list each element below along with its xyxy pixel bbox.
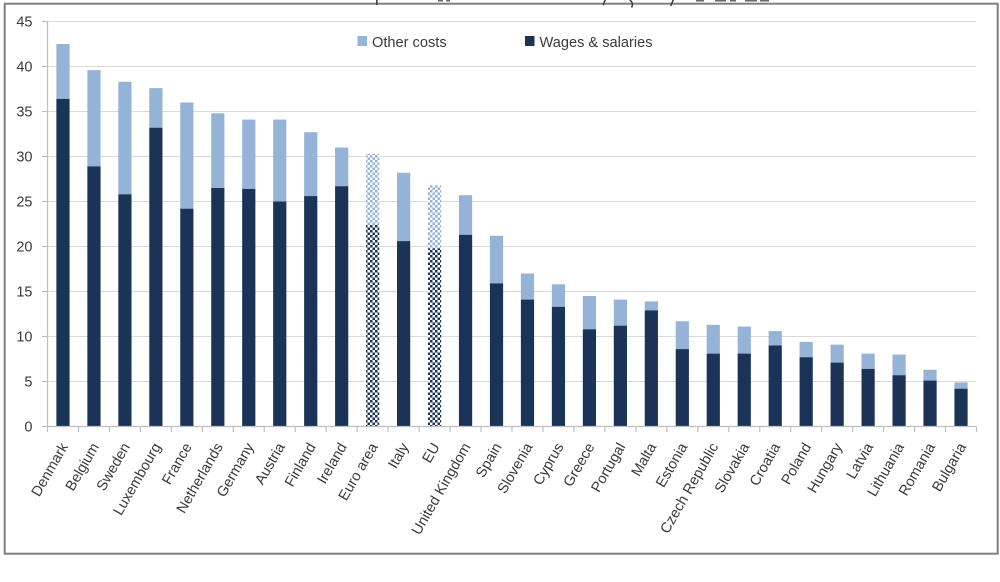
svg-text:30: 30	[16, 150, 32, 166]
svg-text:0: 0	[24, 420, 32, 436]
svg-text:40: 40	[16, 60, 32, 76]
svg-text:10: 10	[16, 330, 32, 346]
svg-text:35: 35	[16, 105, 32, 121]
svg-text:25: 25	[16, 195, 32, 211]
svg-text:5: 5	[24, 375, 32, 391]
svg-text:20: 20	[16, 240, 32, 256]
svg-text:Other costs: Other costs	[372, 35, 447, 51]
svg-text:Wages & salaries: Wages & salaries	[540, 35, 653, 51]
svg-text:15: 15	[16, 285, 32, 301]
svg-text:45: 45	[16, 15, 32, 31]
